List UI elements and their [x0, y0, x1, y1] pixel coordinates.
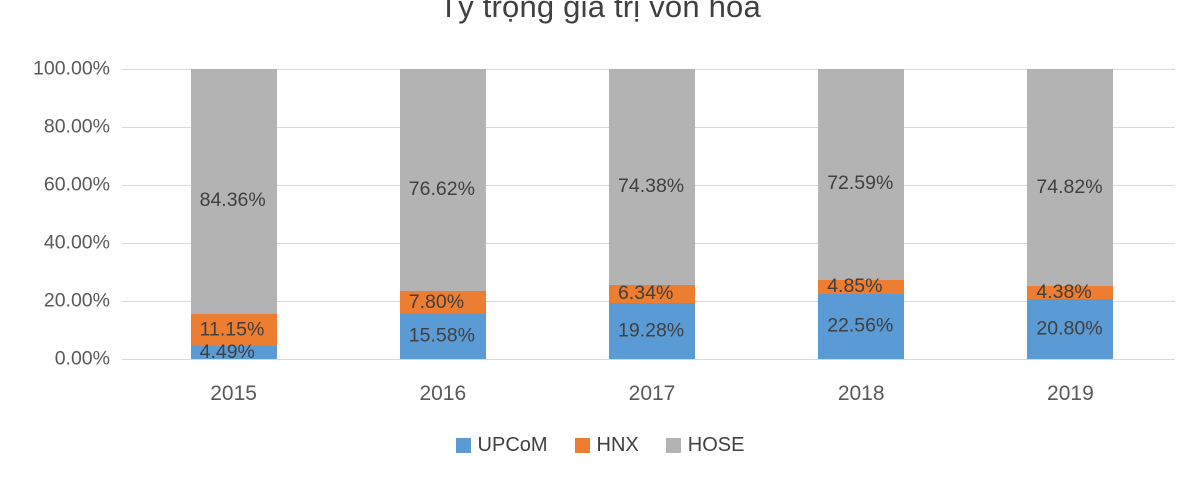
bar-segment-upcom[interactable]: 20.80%: [1027, 298, 1114, 359]
bar-group[interactable]: 4.49% 11.15% 84.36%: [190, 69, 277, 361]
data-label: 6.34%: [618, 282, 674, 305]
legend-item[interactable]: HNX: [574, 434, 639, 457]
data-label: 22.56%: [827, 314, 894, 337]
legend-item[interactable]: HOSE: [665, 434, 745, 457]
legend-swatch-icon: [665, 438, 681, 453]
bar-segment-hose[interactable]: 76.62%: [399, 69, 486, 292]
y-axis-tick-label: 100.00%: [33, 57, 110, 80]
legend-label: HOSE: [687, 434, 745, 456]
data-label: 20.80%: [1036, 317, 1103, 340]
bar-group[interactable]: 15.58% 7.80% 76.62%: [399, 69, 486, 359]
data-label: 19.28%: [618, 319, 685, 342]
y-axis-tick-label: 80.00%: [43, 115, 110, 138]
y-axis-tick-mark: [122, 185, 129, 186]
y-axis-tick-mark: [122, 127, 129, 128]
y-axis-tick-mark: [122, 359, 129, 360]
bar-segment-hnx[interactable]: 11.15%: [190, 313, 277, 346]
chart-title: Tỷ trọng giá trị vốn hóa: [439, 0, 761, 24]
bar-segment-upcom[interactable]: 15.58%: [399, 313, 486, 359]
y-axis-tick-label: 60.00%: [43, 173, 110, 196]
bar-group[interactable]: 19.28% 6.34% 74.38%: [609, 69, 695, 359]
legend-swatch-icon: [574, 438, 590, 453]
data-label: 4.85%: [827, 275, 883, 298]
bar-segment-hnx[interactable]: [399, 291, 486, 314]
legend-label: UPCoM: [477, 434, 548, 456]
x-axis-tick-label: 2015: [210, 382, 257, 405]
legend-label: HNX: [596, 434, 639, 456]
bar-group[interactable]: 22.56% 4.85% 72.59%: [818, 69, 905, 359]
bar-segment-upcom[interactable]: [190, 345, 277, 359]
y-axis: 0.00% 20.00% 40.00% 60.00% 80.00% 100.00%: [0, 0, 129, 486]
bar-segment-hose[interactable]: 74.38%: [609, 69, 695, 285]
gridline: [129, 359, 1175, 360]
x-axis-tick-label: 2016: [419, 382, 467, 405]
x-axis: 2015 2016 2017 2018 2019: [129, 372, 1175, 406]
plot-area: 4.49% 11.15% 84.36% 15.58% 7.80% 76.62% 19.28%…: [129, 69, 1175, 361]
legend-item[interactable]: UPCoM: [455, 434, 548, 457]
data-label: 11.15%: [199, 318, 265, 341]
y-axis-tick-mark: [122, 69, 129, 70]
y-axis-tick-mark: [122, 301, 129, 302]
bar-segment-hnx[interactable]: [609, 284, 695, 304]
bar-segment-upcom[interactable]: 19.28%: [609, 303, 695, 359]
bar-segment-hose[interactable]: 72.59%: [818, 69, 905, 280]
legend-swatch-icon: [455, 438, 471, 453]
y-axis-tick-label: 0.00%: [54, 347, 110, 370]
data-label: 4.49%: [199, 340, 255, 363]
bar-segment-hnx[interactable]: [818, 279, 905, 294]
data-label: 15.58%: [408, 324, 475, 347]
x-axis-tick-label: 2018: [837, 382, 885, 405]
x-axis-tick-label: 2017: [628, 382, 676, 405]
y-axis-tick-label: 20.00%: [43, 289, 110, 312]
data-label: 7.80%: [408, 291, 465, 314]
bar-group[interactable]: 20.80% 4.38% 74.82%: [1027, 69, 1114, 359]
x-axis-tick-label: 2019: [1047, 382, 1094, 405]
data-label: 4.38%: [1036, 280, 1092, 303]
bar-segment-hnx[interactable]: [1027, 286, 1114, 299]
bar-segment-hose[interactable]: 84.36%: [190, 69, 277, 314]
bar-segment-hose[interactable]: 74.82%: [1027, 69, 1114, 286]
y-axis-tick-mark: [122, 243, 129, 244]
y-axis-tick-label: 40.00%: [43, 231, 110, 254]
chart-legend: UPCoM HNX HOSE: [0, 434, 1200, 457]
bar-segment-upcom[interactable]: 22.56%: [818, 293, 905, 359]
